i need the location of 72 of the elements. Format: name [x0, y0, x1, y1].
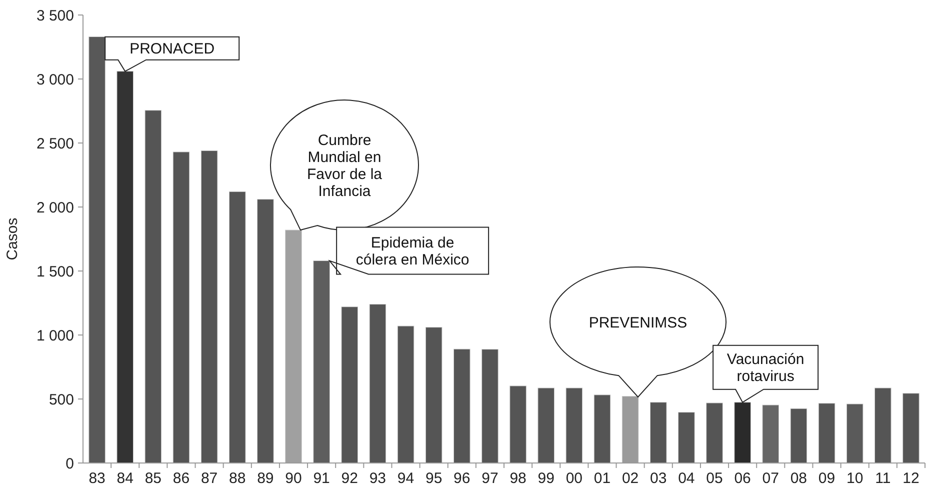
- y-tick-label: 2 000: [36, 199, 74, 216]
- bar: [846, 404, 864, 464]
- bar: [650, 402, 667, 464]
- bar: [902, 393, 920, 464]
- x-tick-label: 06: [734, 470, 751, 487]
- bar: [313, 260, 330, 464]
- y-axis-title: Casos: [4, 218, 21, 260]
- y-tick-label: 3 500: [36, 7, 74, 24]
- bar: [454, 348, 470, 464]
- y-tick-label: 1 000: [36, 327, 74, 344]
- bar: [200, 150, 218, 464]
- bar: [341, 306, 358, 464]
- y-tick-label: 3 000: [36, 71, 74, 88]
- bar: [88, 36, 106, 464]
- x-tick-label: 83: [88, 470, 106, 487]
- bar: [734, 402, 751, 464]
- x-tick-label: 03: [650, 470, 667, 487]
- x-tick-label: 02: [622, 470, 639, 487]
- x-tick-label: 94: [397, 470, 414, 487]
- x-tick-label: 11: [875, 470, 891, 487]
- bar: [566, 388, 583, 464]
- annotation: PREVENIMSS: [588, 314, 688, 332]
- x-tick-label: 98: [510, 470, 526, 487]
- bar: [425, 327, 442, 464]
- x-tick-label: 86: [172, 470, 190, 487]
- x-tick-label: 07: [762, 470, 779, 487]
- bar: [538, 388, 554, 464]
- x-tick-label: 85: [144, 470, 162, 487]
- x-tick-label: 95: [425, 470, 442, 487]
- x-tick-label: 00: [566, 470, 583, 487]
- x-tick-label: 90: [285, 470, 302, 487]
- bar: [116, 71, 134, 464]
- annotation: Vacunación rotavirus: [726, 351, 804, 386]
- annotation: Epidemia de cólera en México: [356, 234, 470, 269]
- bar: [874, 388, 892, 464]
- x-tick-label: 08: [790, 470, 808, 487]
- bar: [228, 191, 246, 464]
- bar: [397, 326, 414, 464]
- bar: [172, 152, 190, 464]
- x-tick-label: 97: [482, 470, 498, 487]
- bar: [144, 110, 162, 464]
- y-tick-label: 500: [48, 391, 74, 408]
- x-tick-label: 87: [200, 470, 218, 487]
- x-tick-label: 12: [902, 470, 920, 487]
- x-tick-label: 10: [846, 470, 864, 487]
- x-tick-label: 84: [116, 470, 134, 487]
- x-tick-label: 01: [594, 470, 611, 487]
- x-tick-label: 05: [706, 470, 723, 487]
- bar: [510, 386, 526, 464]
- x-tick-label: 88: [229, 470, 246, 487]
- bar: [482, 349, 498, 464]
- bar: [818, 403, 836, 464]
- x-tick-label: 93: [369, 470, 386, 487]
- bar: [594, 394, 611, 464]
- x-tick-label: 04: [678, 470, 695, 487]
- bar: [257, 199, 274, 464]
- x-tick-label: 92: [341, 470, 358, 487]
- bar: [369, 304, 386, 464]
- bar: [762, 404, 780, 464]
- bar: [678, 412, 695, 464]
- bar: [790, 408, 808, 464]
- y-tick-label: 2 500: [36, 135, 74, 152]
- bar: [706, 402, 723, 464]
- y-tick-label: 1 500: [36, 263, 74, 280]
- x-tick-label: 89: [257, 470, 274, 487]
- annotation: PRONACED: [130, 40, 215, 58]
- x-tick-label: 91: [313, 470, 330, 487]
- annotation: Cumbre Mundial en Favor de la Infancia: [306, 132, 383, 200]
- x-tick-label: 09: [818, 470, 836, 487]
- x-tick-label: 96: [454, 470, 470, 487]
- y-tick-label: 0: [66, 455, 74, 472]
- x-tick-label: 99: [538, 470, 554, 487]
